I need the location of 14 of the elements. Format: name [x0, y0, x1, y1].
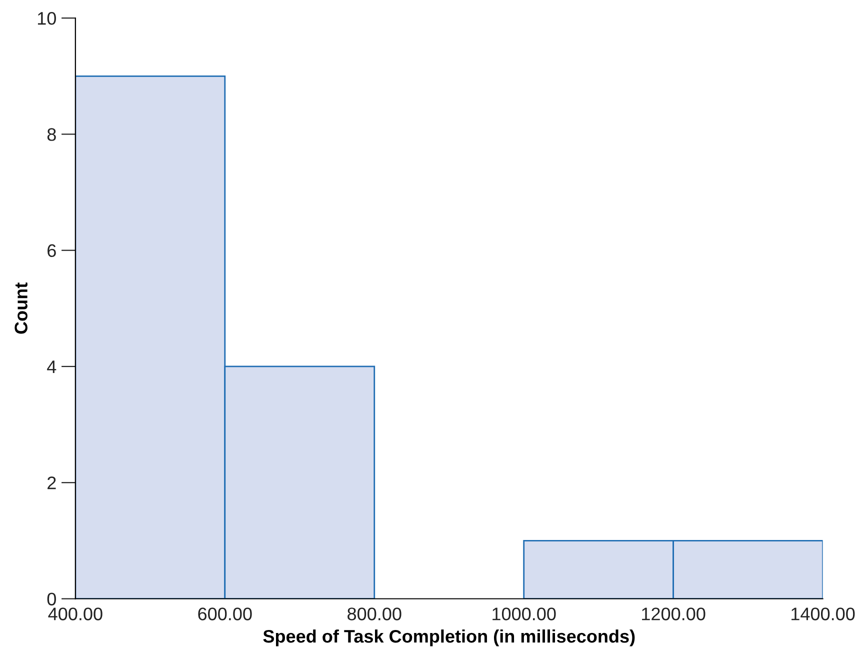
y-tick-label: 10: [38, 12, 56, 25]
x-tick-label: 600.00: [198, 608, 252, 620]
x-tick-label: 1200.00: [642, 608, 706, 620]
y-tick-label: 2: [48, 476, 56, 490]
y-tick-label: 8: [47, 128, 56, 141]
y-tick-label: 6: [48, 244, 56, 258]
x-tick-label: 800.00: [348, 608, 402, 620]
x-tick-label: 1000.00: [492, 608, 556, 620]
y-axis-title: Count: [14, 282, 28, 334]
y-tick-label: 0: [47, 592, 56, 606]
x-tick-label: 400.00: [48, 608, 102, 620]
x-axis-title: Speed of Task Completion (in milliseconds): [263, 629, 635, 646]
x-tick-label: 1400.00: [792, 608, 855, 620]
y-tick-label: 4: [47, 360, 56, 374]
